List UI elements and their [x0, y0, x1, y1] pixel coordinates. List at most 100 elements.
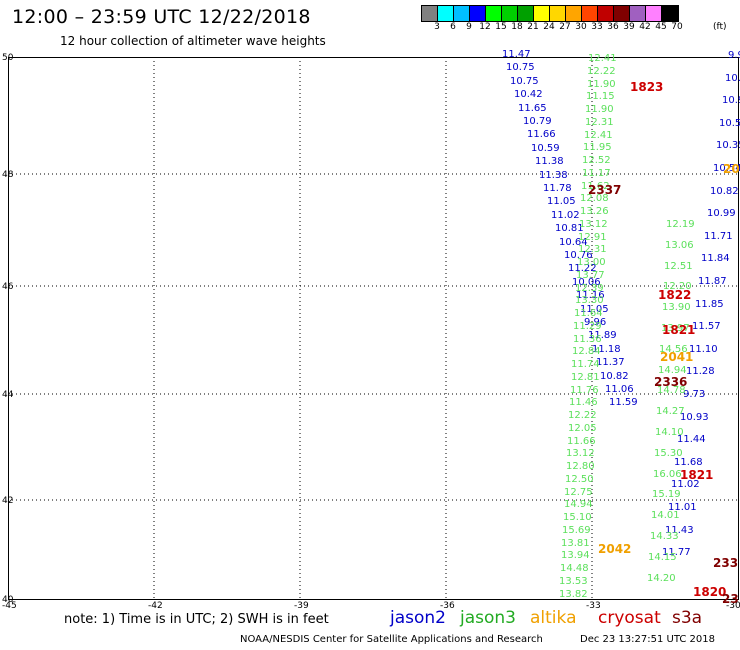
jason2-wave-value: 11.05 — [580, 304, 609, 315]
jason3-wave-value: 11.29 — [573, 321, 602, 332]
legend-altika: altika — [530, 608, 577, 628]
footer-note: note: 1) Time is in UTC; 2) SWH is in fe… — [64, 612, 329, 627]
jason2-wave-value: 10.06 — [572, 277, 601, 288]
legend-cryosat: cryosat — [598, 608, 661, 628]
latitude-label: 44 — [2, 390, 14, 400]
color-swatch — [422, 6, 438, 21]
jason3-wave-value: 13.81 — [561, 538, 590, 549]
latitude-label: 48 — [2, 170, 14, 180]
color-scale-tick-label: 21 — [527, 22, 539, 32]
color-scale-tick-label: 27 — [559, 22, 571, 32]
latitude-label: 50 — [2, 53, 14, 63]
color-scale-tick-label: 6 — [450, 22, 456, 32]
color-scale-labels: 3 6 9 12 15 18 21 24 27 30 33 36 39 42 45 70 — [421, 22, 731, 34]
jason2-wave-value: 11.02 — [671, 479, 700, 490]
jason2-wave-value: 11.02 — [551, 210, 580, 221]
map-subtitle: 12 hour collection of altimeter wave hei… — [60, 34, 326, 48]
jason3-wave-value: 13.94 — [561, 550, 590, 561]
jason3-wave-value: 11.74 — [571, 359, 600, 370]
jason2-wave-value: 11.59 — [609, 397, 638, 408]
color-scale-tick-label: 15 — [495, 22, 507, 32]
jason2-wave-value: 10.42 — [514, 89, 543, 100]
color-swatch — [534, 6, 550, 21]
latitude-label: 46 — [2, 282, 14, 292]
jason3-wave-value: 12.84 — [572, 346, 601, 357]
jason3-wave-value: 11.64 — [574, 308, 603, 319]
pass-time-label: 233 — [713, 556, 739, 570]
jason3-wave-value: 13.12 — [566, 448, 595, 459]
jason2-wave-value: 9.9 — [728, 50, 740, 61]
jason2-wave-value: 10.35 — [716, 140, 740, 151]
jason2-wave-value: 11.01 — [668, 502, 697, 513]
map-title: 12:00 – 23:59 UTC 12/22/2018 — [12, 6, 311, 28]
jason2-wave-value: 11.78 — [543, 183, 572, 194]
jason3-wave-value: 13.97 — [661, 323, 690, 334]
jason3-wave-value: 14.48 — [560, 563, 589, 574]
color-swatch — [646, 6, 662, 21]
jason3-wave-value: 12.22 — [568, 410, 597, 421]
jason2-wave-value: 11.16 — [576, 290, 605, 301]
pass-time-label: 1821 — [662, 323, 696, 337]
jason2-wave-value: 11.57 — [692, 321, 721, 332]
jason2-wave-value: 11.89 — [588, 330, 617, 341]
color-swatch — [550, 6, 566, 21]
jason3-wave-value: 14.33 — [650, 531, 679, 542]
jason3-wave-value: 13.77 — [576, 270, 605, 281]
jason2-wave-value: 11.38 — [539, 170, 568, 181]
longitude-label: -45 — [2, 601, 17, 611]
jason2-wave-value: 10.57 — [719, 118, 740, 129]
longitude-label: -33 — [586, 601, 601, 611]
legend-jason2: jason2 — [390, 608, 446, 628]
jason3-wave-value: 12.81 — [571, 372, 600, 383]
jason2-wave-value: 9.96 — [584, 317, 607, 328]
jason2-wave-value: 11.65 — [518, 103, 547, 114]
pass-time-label: 2042 — [598, 542, 632, 556]
jason2-wave-value: 11.05 — [547, 196, 576, 207]
jason3-wave-value: 11.90 — [587, 79, 616, 90]
jason3-wave-value: 13.26 — [580, 206, 609, 217]
longitude-label: -39 — [294, 601, 309, 611]
pass-time-label: 1822 — [658, 288, 692, 302]
jason2-wave-value: 10.79 — [523, 116, 552, 127]
jason3-wave-value: 14.20 — [647, 573, 676, 584]
color-swatch — [454, 6, 470, 21]
jason3-wave-value: 11.15 — [586, 91, 615, 102]
jason2-wave-value: 9.73 — [683, 389, 706, 400]
jason3-wave-value: 12.19 — [666, 219, 695, 230]
jason2-wave-value: 11.38 — [535, 156, 564, 167]
jason2-wave-value: 10.82 — [710, 186, 739, 197]
jason3-wave-value: 15.19 — [652, 489, 681, 500]
jason3-wave-value: 11.17 — [582, 168, 611, 179]
credit-line: NOAA/NESDIS Center for Satellite Applica… — [240, 634, 543, 645]
jason3-wave-value: 12.05 — [568, 423, 597, 434]
pass-time-label: 2337 — [588, 183, 622, 197]
jason3-wave-value: 12.52 — [582, 155, 611, 166]
jason3-wave-value: 11.90 — [585, 104, 614, 115]
jason3-wave-value: 11.76 — [570, 385, 599, 396]
color-scale-tick-label: 39 — [623, 22, 635, 32]
color-swatch — [630, 6, 646, 21]
pass-time-label: 20 — [723, 162, 740, 176]
jason2-wave-value: 11.68 — [674, 457, 703, 468]
jason2-wave-value: 11.22 — [568, 263, 597, 274]
jason3-wave-value: 12.08 — [580, 193, 609, 204]
color-swatch — [598, 6, 614, 21]
jason2-wave-value: 10.64 — [559, 237, 588, 248]
jason2-wave-value: 10.76 — [564, 250, 593, 261]
color-scale-tick-label: 45 — [655, 22, 667, 32]
pass-time-label: 1820 — [693, 585, 727, 599]
jason2-wave-value: 11.77 — [662, 547, 691, 558]
color-swatch — [438, 6, 454, 21]
jason3-wave-value: 14.15 — [648, 552, 677, 563]
jason2-wave-value: 11.71 — [704, 231, 733, 242]
jason3-wave-value: 13.30 — [575, 295, 604, 306]
jason3-wave-value: 12.20 — [663, 281, 692, 292]
jason2-wave-value: 10.75 — [506, 62, 535, 73]
jason3-wave-value: 12.41 — [588, 53, 617, 64]
jason3-wave-value: 16.06 — [653, 469, 682, 480]
jason3-wave-value: 13.12 — [579, 219, 608, 230]
color-scale-tick-label: 18 — [511, 22, 523, 32]
jason3-wave-value: 14.27 — [656, 406, 685, 417]
color-swatch — [566, 6, 582, 21]
jason3-wave-value: 12.41 — [584, 130, 613, 141]
